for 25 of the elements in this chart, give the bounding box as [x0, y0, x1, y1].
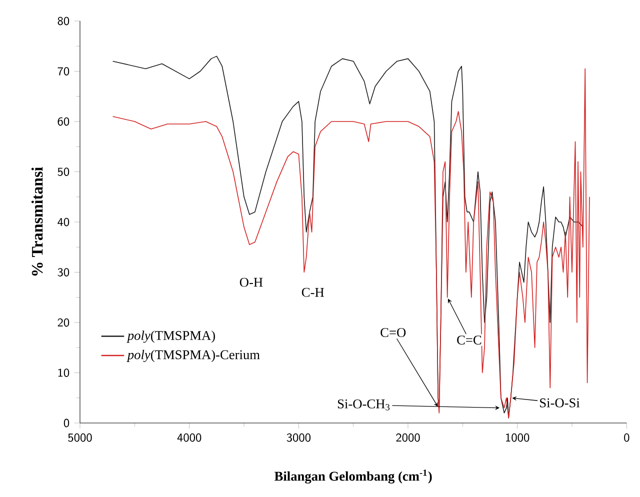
- y-axis-title: % Transmitansi: [31, 167, 43, 276]
- x-tick-label: 2000: [396, 433, 420, 442]
- y-tick-label: 40: [58, 218, 70, 226]
- y-tick-label: 50: [58, 168, 70, 176]
- y-tick-label: 0: [64, 418, 70, 428]
- legend-label: poly(TMSPMA)-Cerium: [126, 350, 260, 362]
- x-tick-label: 3000: [286, 433, 310, 442]
- y-tick-label: 20: [58, 318, 70, 327]
- annotation: C=O: [380, 328, 406, 338]
- annotation: O-H: [240, 278, 263, 287]
- x-axis-title: Bilangan Gelombang (cm$^{-1}$): [274, 470, 432, 484]
- x-tick-label: 0: [624, 433, 630, 442]
- y-tick-label: 30: [58, 268, 70, 276]
- annotation: Si-O-CH$_{3}$: [338, 399, 390, 410]
- y-tick-label: 80: [58, 16, 70, 26]
- y-tick-label: 70: [58, 67, 70, 76]
- y-tick-label: 60: [58, 117, 70, 126]
- annotation: C-H: [302, 288, 324, 297]
- x-tick-label: 1000: [506, 433, 530, 442]
- x-tick-label: 4000: [177, 433, 202, 442]
- annotation: Si-O-Si: [540, 398, 580, 408]
- x-tick-label: 5000: [68, 433, 92, 442]
- annotation: C=C: [457, 336, 482, 345]
- legend-label: poly(TMSPMA): [126, 330, 215, 343]
- y-tick-label: 10: [58, 368, 70, 377]
